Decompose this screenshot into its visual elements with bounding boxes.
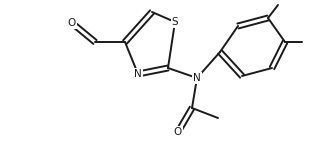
Text: N: N — [193, 73, 201, 83]
Text: O: O — [174, 127, 182, 137]
Text: O: O — [68, 18, 76, 28]
Text: N: N — [134, 69, 142, 79]
Text: S: S — [172, 17, 178, 27]
